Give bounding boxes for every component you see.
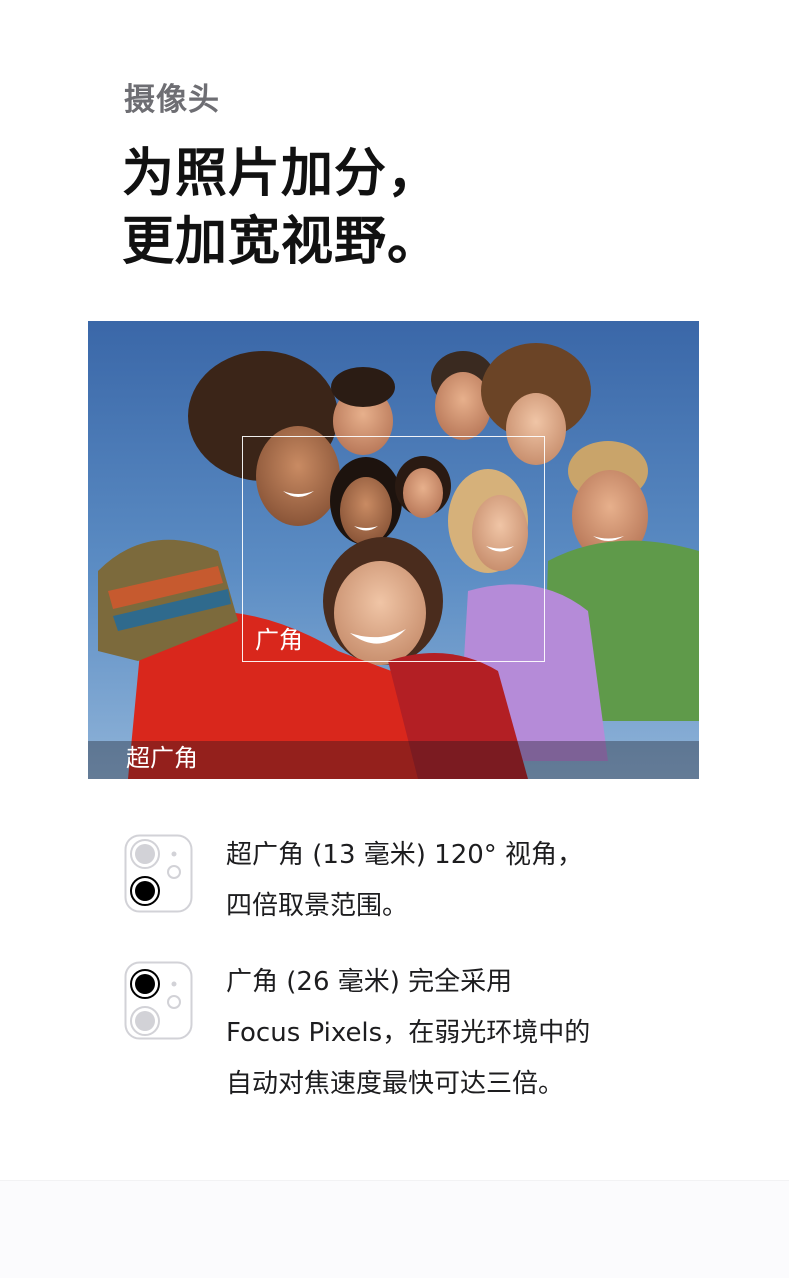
spec-line: 四倍取景范围。 bbox=[226, 891, 409, 921]
spec-line: 广角 (26 毫米) 完全采用 bbox=[226, 967, 513, 997]
ultra-wide-lens-icon bbox=[124, 834, 193, 913]
spec-ultra-wide-text: 超广角 (13 毫米) 120° 视角， 四倍取景范围。 bbox=[226, 830, 696, 932]
spec-line: 超广角 (13 毫米) 120° 视角， bbox=[226, 840, 584, 870]
wide-angle-frame: 广角 bbox=[242, 436, 545, 662]
headline-line-2: 更加宽视野。 bbox=[122, 212, 441, 272]
photo-illustration bbox=[88, 321, 699, 779]
ultra-wide-label: 超广角 bbox=[126, 744, 198, 772]
wide-lens-icon bbox=[124, 961, 193, 1040]
eyebrow-title: 摄像头 bbox=[124, 82, 220, 118]
wide-angle-label: 广角 bbox=[255, 626, 303, 654]
group-selfie-photo: 广角 超广角 bbox=[88, 321, 699, 779]
headline-line-1: 为照片加分， bbox=[122, 144, 441, 204]
spec-line: Focus Pixels，在弱光环境中的 bbox=[226, 1018, 591, 1048]
spec-line: 自动对焦速度最快可达三倍。 bbox=[226, 1069, 565, 1099]
headline: 为照片加分， 更加宽视野。 bbox=[122, 140, 440, 276]
footer-strip bbox=[0, 1180, 789, 1278]
spec-wide-text: 广角 (26 毫米) 完全采用 Focus Pixels，在弱光环境中的 自动对… bbox=[226, 957, 696, 1110]
